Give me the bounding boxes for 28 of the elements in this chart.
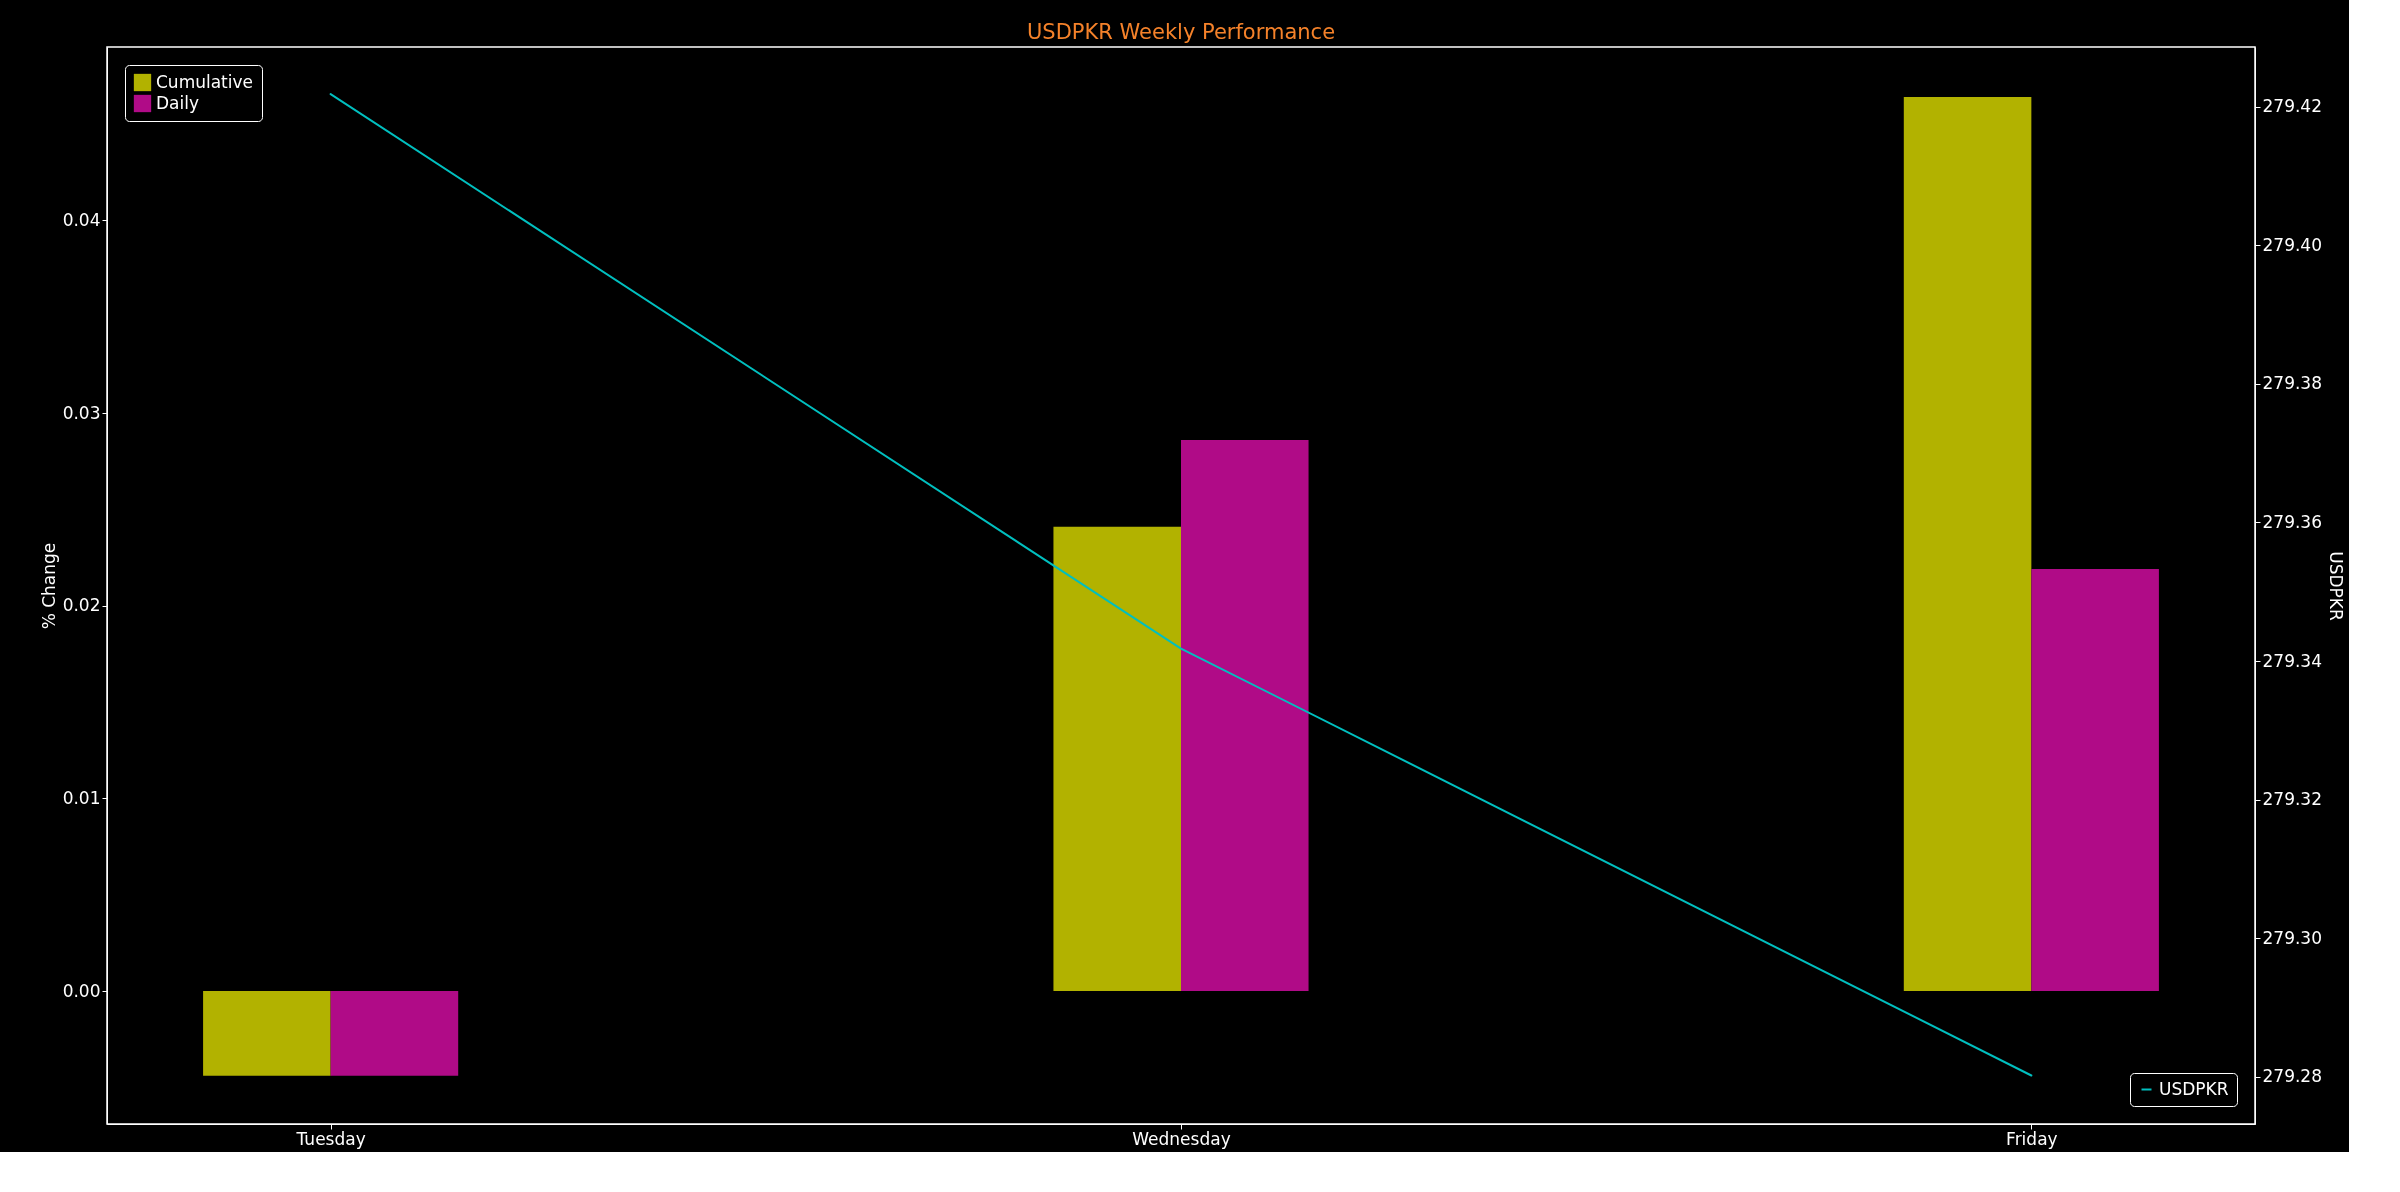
y2-tick-label: 279.40 <box>2262 234 2322 255</box>
y2-tick-label: 279.30 <box>2262 927 2322 948</box>
bar <box>2031 569 2159 992</box>
y2-tick-label: 279.36 <box>2262 511 2322 532</box>
y-tick-label: 0.01 <box>62 787 101 808</box>
bar <box>1181 440 1309 992</box>
bar <box>1903 97 2032 992</box>
y2-axis-title: USDPKR <box>2325 551 2346 621</box>
y2-tick-label: 279.38 <box>2262 373 2322 394</box>
legend-label: USDPKR <box>2159 1078 2229 1099</box>
legend-label: Cumulative <box>156 71 254 92</box>
y-tick-label: 0.03 <box>62 402 101 423</box>
y2-tick-label: 279.32 <box>2262 789 2322 810</box>
y-axis-title: % Change <box>38 542 59 630</box>
x-tick-label: Tuesday <box>295 1128 366 1149</box>
x-tick-label: Wednesday <box>1132 1128 1231 1149</box>
y2-tick-label: 279.34 <box>2262 650 2322 671</box>
y-tick-label: 0.00 <box>62 980 101 1001</box>
bar <box>330 991 459 1076</box>
x-tick-label: Friday <box>2006 1128 2058 1149</box>
chart-title: USDPKR Weekly Performance <box>1026 20 1336 44</box>
bar <box>1053 526 1181 992</box>
y-tick-label: 0.02 <box>62 595 101 616</box>
y-tick-label: 0.04 <box>62 209 101 230</box>
bar <box>203 991 331 1076</box>
y2-tick-label: 279.42 <box>2262 96 2322 117</box>
legend-label: Daily <box>156 92 200 113</box>
y2-tick-label: 279.28 <box>2262 1066 2322 1087</box>
